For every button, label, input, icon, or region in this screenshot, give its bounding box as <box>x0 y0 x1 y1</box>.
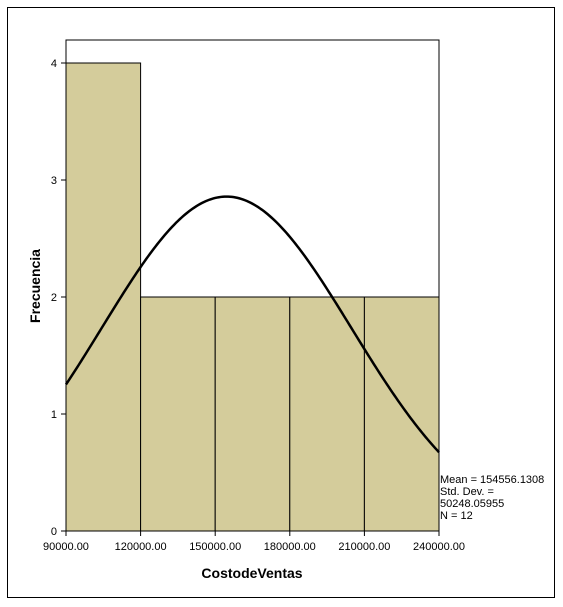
stats-box: Mean = 154556.1308 Std. Dev. = 50248.059… <box>440 474 544 522</box>
x-tick-label: 120000.00 <box>115 541 167 553</box>
histogram-bar <box>65 62 142 532</box>
normal-curve <box>64 195 440 454</box>
x-tick-label: 210000.00 <box>338 541 390 553</box>
x-tick-label: 150000.00 <box>189 541 241 553</box>
y-tick-label: 3 <box>51 175 57 187</box>
stats-std-label: Std. Dev. = <box>440 486 494 498</box>
histogram-bar <box>140 296 216 532</box>
histogram-bar <box>363 296 440 532</box>
x-tick-label: 240000.00 <box>413 541 465 553</box>
axes-group: 0 1 2 3 4 90000.00 120000.00 150000.00 180000.00… <box>43 58 465 553</box>
y-tick-label: 2 <box>51 292 57 304</box>
y-tick-label: 0 <box>51 526 57 538</box>
x-axis-title: CostodeVentas <box>201 565 302 581</box>
stats-mean: Mean = 154556.1308 <box>440 474 545 486</box>
x-tick-label: 180000.00 <box>264 541 316 553</box>
histogram-bar <box>214 296 291 532</box>
y-tick-label: 4 <box>51 58 57 70</box>
stats-std-value: 50248.05955 <box>440 498 505 510</box>
stats-n: N = 12 <box>440 510 473 522</box>
y-tick-label: 1 <box>51 409 57 421</box>
histogram-bar <box>289 296 365 532</box>
bars-group <box>65 62 440 532</box>
x-tick-label: 90000.00 <box>43 541 89 553</box>
y-axis-title: Frecuencia <box>27 249 43 323</box>
